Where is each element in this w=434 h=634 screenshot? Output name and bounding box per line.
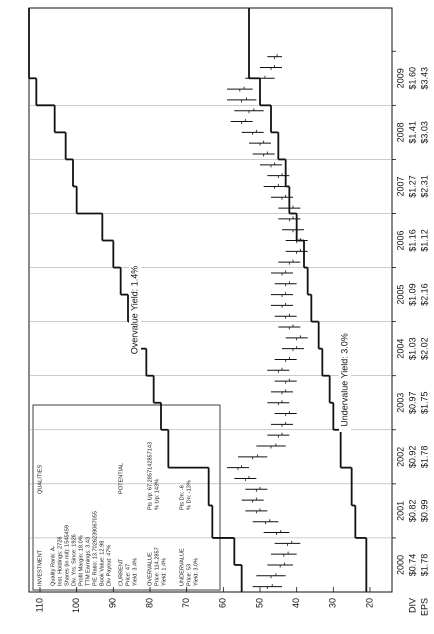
annotation: Undervalue Yield: 3.0%	[339, 333, 349, 427]
y-tick-label: 110	[34, 598, 44, 612]
eps-label: $2.31	[419, 175, 429, 198]
y-tick-label: 40	[291, 598, 301, 608]
year-label: 2005	[395, 285, 405, 305]
info-text: TTM Earnings: 3.43	[85, 537, 91, 586]
annotation-bg	[129, 258, 141, 362]
info-text: Book Value: 12.98	[99, 541, 105, 586]
y-tick-label: 50	[254, 598, 264, 608]
year-label: 2004	[395, 339, 405, 359]
info-text: OVERVALUE	[147, 552, 153, 586]
div-label: $1.09	[407, 283, 417, 306]
info-box	[32, 404, 221, 591]
y-tick-label: 30	[328, 598, 338, 608]
year-label: 2002	[395, 447, 405, 467]
eps-label: $2.02	[419, 337, 429, 360]
div-label: $0.74	[407, 554, 417, 577]
eps-label: $1.78	[419, 554, 429, 577]
div-label: $1.60	[407, 67, 417, 90]
eps-label: $1.78	[419, 446, 429, 469]
info-text: Inst. Holdings: 2726	[57, 537, 63, 586]
row-label: DIV	[407, 598, 417, 613]
eps-label: $3.43	[419, 67, 429, 90]
info-text: Profit Margin: 18.0%	[78, 535, 84, 586]
info-text: UNDERVALUE	[179, 548, 185, 586]
y-tick-label: 20	[364, 598, 374, 608]
eps-label: $3.03	[419, 121, 429, 144]
info-text: Yield: 3.4%	[132, 558, 138, 586]
eps-label: $0.99	[419, 500, 429, 523]
eps-label: $2.16	[419, 283, 429, 306]
info-text: Shares (in mil): 1545459	[64, 525, 70, 586]
info-text: Yield: 3.0%	[193, 558, 199, 586]
year-label: 2001	[395, 501, 405, 521]
div-label: $1.27	[407, 175, 417, 198]
div-label: $1.16	[407, 229, 417, 252]
div-label: $0.97	[407, 391, 417, 414]
y-tick-label: 60	[218, 598, 228, 608]
eps-label: $1.12	[419, 229, 429, 252]
year-label: 2009	[395, 68, 405, 88]
y-tick-label: 90	[108, 598, 118, 608]
info-text: % Up: 143%	[154, 479, 160, 510]
info-text: QUALITIES	[37, 465, 43, 494]
info-text: Price: 53	[186, 564, 192, 586]
div-label: $0.92	[407, 446, 417, 469]
info-text: Price: 114.2857	[154, 547, 160, 586]
info-text: Quality Rank: A-	[50, 545, 56, 586]
info-text: Div Payout: 47%	[106, 545, 112, 586]
year-label: 2000	[395, 555, 405, 575]
annotation: Overvalue Yield: 1.4%	[129, 266, 139, 355]
year-label: 2006	[395, 231, 405, 251]
info-text: INVESTMENT	[37, 549, 43, 586]
info-text: CURRENT	[118, 558, 124, 586]
year-label: 2008	[395, 122, 405, 142]
row-label: EPS	[419, 598, 429, 616]
info-text: Yield: 1.4%	[161, 558, 167, 586]
info-text: Div. Yrs. Since: 1926	[71, 534, 77, 586]
info-text: Pts Up: 67.2857142857143	[147, 442, 153, 510]
plot-frame	[28, 7, 393, 593]
info-text: % Dn: -13%	[186, 480, 192, 510]
annotation-bg	[339, 328, 351, 432]
info-text: POTENTIAL	[118, 463, 124, 494]
info-text: P/E Ratio: 13.7026239067055	[92, 511, 98, 586]
div-label: $1.03	[407, 337, 417, 360]
div-label: $0.82	[407, 500, 417, 523]
year-label: 2007	[395, 176, 405, 196]
info-text: Price: 47	[125, 564, 131, 586]
y-tick-label: 80	[144, 598, 154, 608]
div-label: $1.41	[407, 121, 417, 144]
y-tick-label: 70	[181, 598, 191, 608]
y-tick-label: 100	[71, 598, 81, 613]
year-label: 2003	[395, 393, 405, 413]
info-text: Pts Dn: -6	[179, 485, 185, 510]
eps-label: $1.75	[419, 391, 429, 414]
